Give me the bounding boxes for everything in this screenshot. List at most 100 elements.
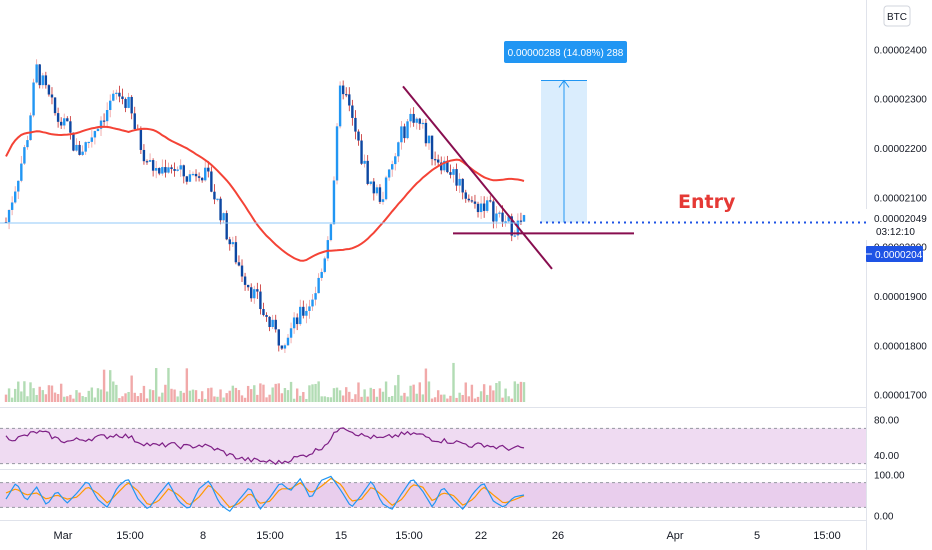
candle-body xyxy=(69,121,72,133)
candle-body xyxy=(50,94,54,98)
candle-body xyxy=(489,200,492,202)
candle-body xyxy=(219,198,222,221)
volume-bar xyxy=(504,388,507,402)
volume-bar xyxy=(332,388,336,402)
volume-bar xyxy=(418,382,421,402)
candle-body xyxy=(124,99,127,108)
rsi-axis: 80.00 40.00 xyxy=(874,416,899,462)
candle-body xyxy=(210,171,213,192)
candle-body xyxy=(207,167,210,172)
candle-body xyxy=(179,165,182,170)
entry-annotation[interactable]: Entry xyxy=(678,191,736,213)
candle-body xyxy=(133,113,136,129)
stochastic-tick-label: 100.00 xyxy=(874,470,905,481)
candle-body xyxy=(265,315,268,317)
candle-body xyxy=(492,201,495,222)
rsi-tick-label: 40.00 xyxy=(874,451,899,462)
candle-body xyxy=(522,215,526,222)
candle-body xyxy=(400,126,403,143)
candle-body xyxy=(130,96,133,114)
volume-bar xyxy=(63,396,66,402)
volume-bar xyxy=(84,397,87,402)
volume-bar xyxy=(335,387,339,402)
candle-body xyxy=(222,213,225,221)
descending-trendline[interactable] xyxy=(402,85,553,270)
volume-bar xyxy=(482,384,486,402)
rsi-band xyxy=(0,428,866,464)
candle-body xyxy=(351,105,354,118)
candle-body xyxy=(164,167,167,173)
time-tick-label: 15:00 xyxy=(256,530,284,542)
stochastic-tick-label: 0.00 xyxy=(874,512,894,523)
volume-bar xyxy=(409,385,412,402)
candle-body xyxy=(167,167,170,173)
candle-body xyxy=(461,178,464,193)
candle-body xyxy=(90,137,94,142)
candle-body xyxy=(369,181,372,184)
candle-body xyxy=(81,151,84,155)
candle-body xyxy=(56,113,60,122)
candle-body xyxy=(391,164,394,170)
price-tick-label: 0.00002100 xyxy=(874,193,927,204)
volume-bar xyxy=(179,390,182,402)
candle-body xyxy=(253,289,256,299)
candle-body xyxy=(498,212,501,214)
volume-bar xyxy=(427,381,431,402)
candle-body xyxy=(415,118,418,123)
candle-body xyxy=(26,140,29,148)
candle-body xyxy=(452,169,455,175)
volume-bar xyxy=(154,368,158,402)
candle-body xyxy=(173,169,176,171)
volume-bar xyxy=(277,383,280,402)
volume-bar xyxy=(243,397,247,402)
volume-bar xyxy=(458,392,461,402)
candle-body xyxy=(357,131,360,141)
bar-countdown: 03:12:10 xyxy=(876,227,915,238)
volume-bar xyxy=(286,390,290,402)
stochastic-axis: 100.00 0.00 xyxy=(874,470,905,522)
volume-bar xyxy=(176,396,179,402)
volume-bar xyxy=(87,390,90,402)
volume-bar xyxy=(109,370,112,402)
candle-body xyxy=(302,306,305,316)
candle-body xyxy=(246,284,250,288)
time-tick-label: Apr xyxy=(666,530,683,542)
volume-bar xyxy=(351,398,354,402)
candle-body xyxy=(200,177,204,181)
volume-bar xyxy=(50,385,54,402)
candle-body xyxy=(372,181,376,194)
candle-body xyxy=(467,198,471,201)
candle-body xyxy=(354,117,357,132)
candle-body xyxy=(375,187,379,194)
candle-body xyxy=(237,262,241,266)
volume-bar xyxy=(240,395,244,402)
volume-bar xyxy=(519,381,523,402)
time-tick-label: Mar xyxy=(54,530,73,542)
rsi-line xyxy=(5,427,525,466)
volume-bar xyxy=(375,396,379,402)
candle-body xyxy=(66,118,69,122)
volume-bar xyxy=(262,384,265,402)
volume-bar xyxy=(250,389,253,402)
candle-body xyxy=(41,75,44,86)
volume-bar xyxy=(185,368,189,402)
volume-bar xyxy=(145,398,149,402)
volume-bar xyxy=(237,390,241,402)
price-tick-label: 0.00002400 xyxy=(874,45,927,56)
candle-body xyxy=(32,82,35,116)
volume-bar xyxy=(200,391,204,402)
volume-bar xyxy=(112,381,115,402)
volume-bar xyxy=(10,397,14,402)
time-axis[interactable]: Mar 15:00 8 15:00 15 15:00 22 26 Apr 5 15:00 xyxy=(54,530,841,542)
candle-body xyxy=(387,169,391,178)
volume-bar xyxy=(225,393,228,402)
candle-body xyxy=(102,120,106,122)
candle-body xyxy=(397,142,400,157)
volume-bar xyxy=(455,397,458,402)
candle-body xyxy=(243,276,247,285)
candle-body xyxy=(507,216,510,222)
symbol-badge[interactable]: BTC xyxy=(887,12,907,23)
volume-bar xyxy=(513,381,517,402)
candle-body xyxy=(286,337,290,346)
